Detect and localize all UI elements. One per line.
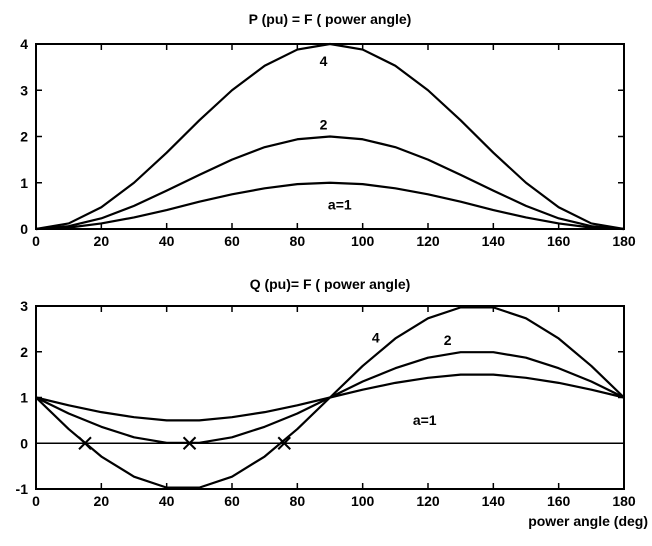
series-label-p-3: 4 (320, 53, 328, 69)
x-tick-label-p: 0 (32, 233, 40, 249)
series-label-q-1: a=1 (413, 412, 437, 428)
series-label-q-2: 2 (444, 332, 452, 348)
y-tick-label-p: 4 (20, 36, 28, 52)
y-tick-label-q: 1 (20, 390, 28, 406)
x-axis-label-q: power angle (deg) (528, 513, 648, 529)
x-tick-label-p: 40 (159, 233, 175, 249)
series-line-p-1 (35, 181, 625, 231)
x-tick-label-q: 0 (32, 493, 40, 509)
x-tick-label-p: 120 (416, 233, 440, 249)
zero-crossing-marker (182, 436, 197, 450)
x-tick-label-q: 140 (482, 493, 506, 509)
x-tick-label-q: 40 (159, 493, 175, 509)
x-tick-label-p: 60 (224, 233, 240, 249)
x-tick-label-q: 60 (224, 493, 240, 509)
series-label-p-1: a=1 (328, 197, 352, 213)
y-tick-label-p: 3 (20, 82, 28, 98)
series-label-p-2: 2 (320, 117, 328, 133)
x-tick-label-q: 100 (351, 493, 375, 509)
zero-crossing-marker (78, 436, 92, 450)
x-tick-label-q: 180 (612, 493, 636, 509)
series-line-p-3 (35, 42, 625, 231)
series-line-p-2 (35, 135, 625, 231)
series-label-q-3: 4 (372, 330, 380, 346)
series-line-q-3 (35, 306, 625, 489)
y-tick-label-p: 0 (20, 221, 28, 237)
y-tick-label-q: -1 (16, 481, 29, 497)
x-tick-label-q: 160 (547, 493, 571, 509)
x-tick-label-p: 100 (351, 233, 375, 249)
x-tick-label-q: 80 (290, 493, 306, 509)
y-tick-label-p: 2 (20, 129, 28, 145)
y-tick-label-q: 3 (20, 298, 28, 314)
x-tick-label-p: 180 (612, 233, 636, 249)
x-tick-label-p: 140 (482, 233, 506, 249)
x-tick-label-p: 20 (94, 233, 110, 249)
y-tick-label-q: 0 (20, 435, 28, 451)
x-tick-label-q: 120 (416, 493, 440, 509)
chart-title-q: Q (pu)= F ( power angle) (250, 276, 411, 292)
x-tick-label-p: 80 (290, 233, 306, 249)
x-tick-label-q: 20 (94, 493, 110, 509)
x-tick-label-p: 160 (547, 233, 571, 249)
chart-title-p: P (pu) = F ( power angle) (249, 11, 412, 27)
y-tick-label-p: 1 (20, 175, 28, 191)
zero-crossing-marker (277, 436, 291, 450)
y-tick-label-q: 2 (20, 344, 28, 360)
